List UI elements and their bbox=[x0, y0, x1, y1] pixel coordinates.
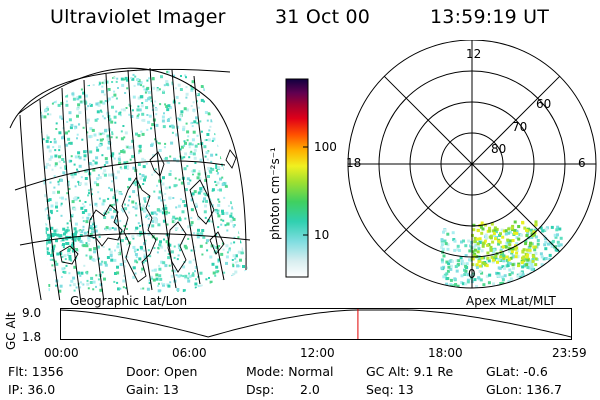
geographic-latitude: GLat: -0.6 bbox=[486, 364, 548, 379]
colorbar-tick-10: 10 bbox=[314, 228, 330, 242]
gain-value: Gain: 13 bbox=[126, 382, 179, 397]
altitude-timeline-plot bbox=[60, 308, 572, 340]
colorbar bbox=[285, 78, 309, 278]
altitude-tick-9: 9.0 bbox=[22, 306, 42, 320]
door-status: Door: Open bbox=[126, 364, 198, 379]
lat-label-80: 80 bbox=[491, 142, 507, 156]
time-label: 13:59:19 UT bbox=[430, 6, 550, 28]
dsp-label: Dsp: bbox=[246, 382, 275, 397]
coastline-outline bbox=[59, 149, 237, 283]
mlt-label-18: 18 bbox=[346, 156, 362, 170]
lat-label-70: 70 bbox=[512, 120, 528, 134]
geographic-longitude: GLon: 136.7 bbox=[486, 382, 562, 397]
geographic-image-panel bbox=[9, 67, 251, 300]
dsp-value: 2.0 bbox=[300, 382, 320, 397]
date-label: 31 Oct 00 bbox=[275, 6, 371, 28]
time-tick-1200: 12:00 bbox=[300, 346, 335, 360]
altitude-axis-label: GC Alt bbox=[4, 312, 18, 350]
polar-grid bbox=[347, 40, 597, 289]
left-panel-label: Geographic Lat/Lon bbox=[70, 294, 188, 308]
mlt-label-6: 6 bbox=[578, 156, 586, 170]
polar-mlat-mlt-plot bbox=[347, 40, 597, 289]
right-panel-label: Apex MLat/MLT bbox=[466, 294, 556, 308]
aurora-emission-dots bbox=[40, 70, 248, 293]
time-tick-0600: 06:00 bbox=[172, 346, 207, 360]
mlt-label-0: 0 bbox=[468, 267, 476, 281]
lat-label-60: 60 bbox=[536, 97, 552, 111]
sequence-number: Seq: 13 bbox=[366, 382, 414, 397]
instrument-title: Ultraviolet Imager bbox=[50, 6, 226, 28]
lat-lon-grid bbox=[9, 67, 251, 300]
gc-altitude: GC Alt: 9.1 Re bbox=[366, 364, 454, 379]
mlt-label-12: 12 bbox=[466, 47, 482, 61]
time-tick-0000: 00:00 bbox=[44, 346, 79, 360]
time-tick-1800: 18:00 bbox=[428, 346, 463, 360]
colorbar-tick-100: 100 bbox=[314, 140, 337, 154]
aurora-oval-dots bbox=[440, 220, 563, 288]
mode-value: Mode: Normal bbox=[246, 364, 334, 379]
altitude-tick-1-8: 1.8 bbox=[22, 330, 42, 344]
flight-number: Flt: 1356 bbox=[8, 364, 64, 379]
ip-value: IP: 36.0 bbox=[8, 382, 56, 397]
colorbar-unit-label: photon cm⁻²s⁻¹ bbox=[268, 147, 282, 240]
time-tick-2359: 23:59 bbox=[552, 346, 587, 360]
